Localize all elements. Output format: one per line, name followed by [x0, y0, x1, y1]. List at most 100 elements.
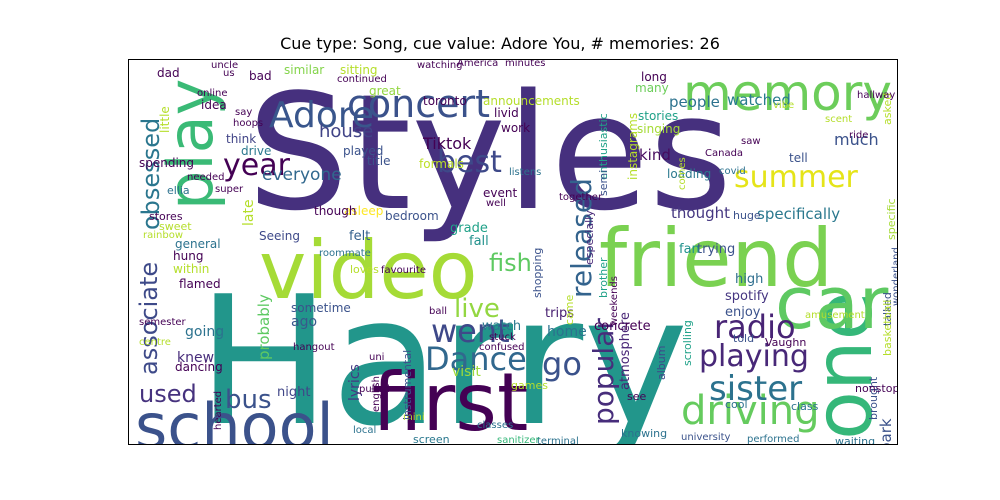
word-cloud: StylesHarryfirstschoolfriendvideoonecarp…	[135, 60, 898, 445]
word-night: night	[277, 385, 310, 400]
word-title: title	[367, 154, 390, 168]
word-work: work	[501, 121, 530, 135]
word-performed: performed	[747, 434, 799, 445]
word-hallway: hallway	[857, 90, 895, 101]
word-associate: associate	[135, 262, 163, 375]
word-enthusiastic: enthusiastic	[597, 113, 610, 180]
word-community: community	[897, 108, 898, 164]
word-radio: radio	[714, 308, 796, 346]
word-friend: friend	[599, 212, 833, 305]
word-roommate: roommate	[319, 248, 371, 259]
word-trips: trips	[545, 306, 574, 321]
word-harry: Harry	[197, 258, 689, 445]
word-loading: loading	[667, 167, 711, 181]
word-local: local	[353, 425, 376, 436]
word-specifically: specifically	[757, 205, 840, 223]
word-year: year	[223, 148, 291, 183]
word-fish: fish	[489, 249, 532, 277]
word-one: one	[797, 291, 890, 440]
word-loves: loves	[350, 263, 379, 276]
word-specific: specific	[885, 198, 898, 240]
word-ride: ride	[849, 130, 868, 141]
word-hangout: hangout	[293, 342, 335, 353]
word-instagrams: instagrams	[626, 113, 640, 180]
word-vaughn: Vaughn	[765, 336, 806, 349]
word-within: within	[173, 262, 209, 276]
word-vibe: vibe	[773, 100, 794, 111]
word-say: say	[235, 107, 252, 118]
word-concert: concert	[347, 82, 490, 126]
word-watched: watched	[727, 91, 791, 109]
word-nonstop: nonstop	[855, 382, 898, 395]
word-home: home	[547, 324, 587, 340]
word-shopping: shopping	[531, 248, 544, 298]
word-video: video	[259, 224, 478, 317]
word-cloud-frame: Styles Harry first school friend video one car p…	[128, 59, 898, 445]
word-people: people	[669, 93, 720, 111]
word-covid: covid	[719, 166, 746, 177]
word-minutes: minutes	[505, 60, 545, 69]
word-played: played	[343, 144, 383, 158]
word-listens: listens	[509, 167, 541, 178]
word-sometime: sometime	[291, 301, 351, 315]
word-terminal: terminal	[537, 436, 579, 445]
word-brought: brought	[867, 376, 880, 420]
word-though: though	[314, 204, 356, 218]
word-bad: bad	[249, 69, 272, 83]
word-hung: hung	[173, 249, 203, 263]
word-instrumental: instrumental	[401, 350, 414, 420]
word-go: go	[542, 345, 582, 383]
word-thought: thought	[671, 204, 730, 222]
word-hearted: hearted	[213, 391, 224, 430]
word-super: super	[215, 184, 244, 195]
word-ago: ago	[291, 314, 317, 330]
word-knew: knew	[177, 350, 214, 366]
word-dance: Dance	[425, 340, 527, 378]
word-sitting: sitting	[340, 63, 378, 77]
word-semester: semester	[139, 317, 187, 328]
word-car: car	[775, 261, 889, 345]
word-trying: trying	[697, 242, 735, 257]
figure-title: Cue type: Song, cue value: Adore You, # …	[280, 34, 720, 53]
word-sister: sister	[709, 369, 802, 409]
word-came: came	[563, 294, 576, 325]
word-singing: singing	[637, 122, 680, 136]
word-memory: memory	[683, 64, 892, 122]
word-ellia: ellia	[167, 184, 190, 197]
word-brother: brother	[597, 257, 610, 298]
word-uni: uni	[369, 352, 384, 363]
word-stuck: stuck	[489, 332, 516, 343]
word-think: think	[226, 132, 256, 146]
word-university: university	[681, 432, 731, 443]
word-favourite: favourite	[381, 265, 426, 276]
word-needed: needed	[187, 172, 225, 183]
word-house: house	[319, 121, 373, 142]
word-see: see	[627, 390, 646, 403]
word-drive: drive	[241, 144, 271, 158]
word-summer: summer	[734, 160, 859, 195]
word-spotify: spotify	[725, 289, 769, 304]
word-sanitizer: sanitizer	[497, 435, 541, 445]
word-going: going	[185, 324, 224, 340]
word-screen: screen	[413, 433, 450, 445]
word-stories: stories	[638, 109, 678, 123]
word-us: us	[223, 68, 235, 79]
word-huge: huge	[733, 209, 761, 222]
word-watching: watching	[417, 60, 463, 71]
word-kind: kind	[639, 146, 671, 164]
word-seeing: Seeing	[259, 229, 300, 243]
word-enjoy: enjoy	[725, 305, 761, 320]
word-concrete: concrete	[594, 319, 651, 334]
word-probably: probably	[255, 294, 273, 360]
word-driving: driving	[681, 388, 819, 434]
word-english: english	[371, 376, 382, 412]
word-fall: fall	[469, 234, 489, 249]
word-playing: playing	[699, 339, 809, 374]
word-uncle: uncle	[211, 60, 238, 71]
word-dad: dad	[157, 66, 180, 80]
word-atmosphere: atmosphere	[618, 312, 633, 390]
word-mini: mini	[403, 412, 425, 423]
word-especially: especially	[583, 210, 596, 265]
word-class: class	[791, 400, 819, 413]
word-first: first	[372, 356, 528, 445]
